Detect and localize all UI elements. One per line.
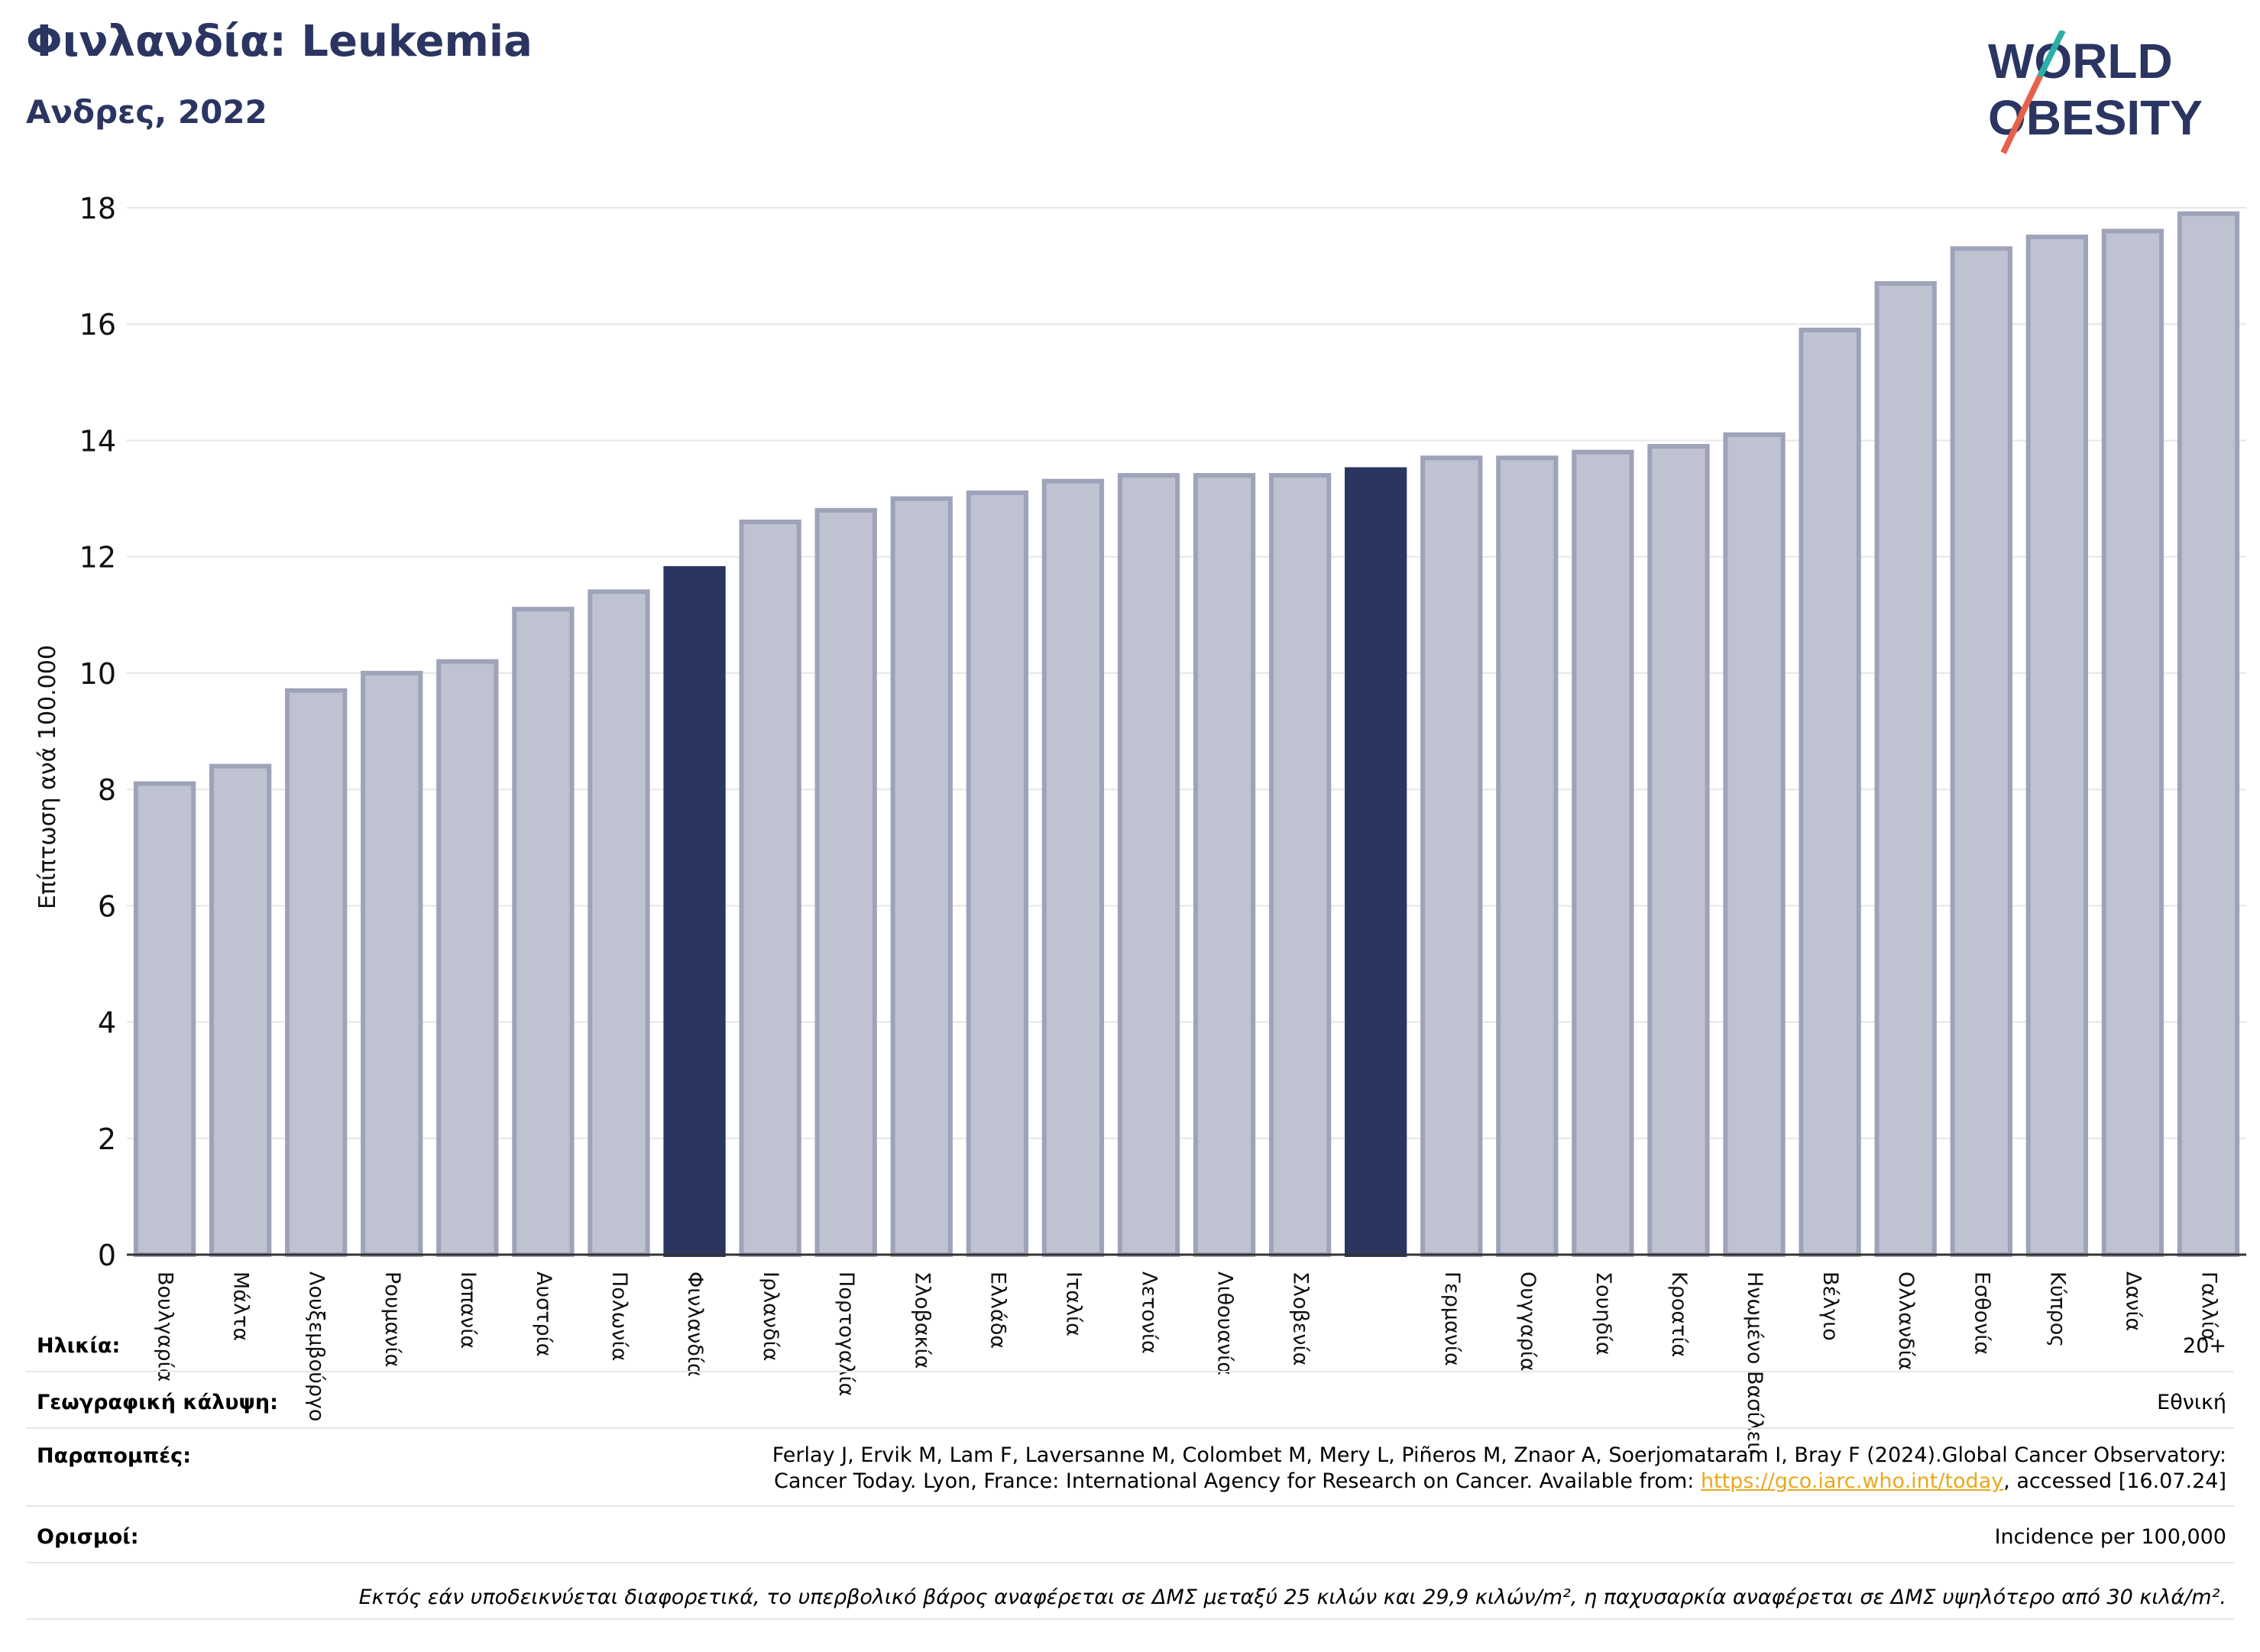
x-tick-label: Ουγγαρία bbox=[1516, 1271, 1540, 1372]
age-value: 20+ bbox=[2183, 1334, 2226, 1358]
bar bbox=[1874, 280, 1937, 1257]
bar bbox=[209, 763, 272, 1257]
y-tick-label: 18 bbox=[79, 192, 116, 225]
y-tick-label: 2 bbox=[98, 1122, 116, 1156]
x-tick-label: Ρουμανία bbox=[380, 1271, 404, 1367]
definitions-row: Ορισμοί: Incidence per 100,000 bbox=[26, 1507, 2234, 1563]
references-row: Παραπομπές: Ferlay J, Ervik M, Lam F, La… bbox=[26, 1429, 2234, 1507]
x-tick-label: Πορτογαλία bbox=[834, 1271, 858, 1396]
bar bbox=[1647, 444, 1710, 1257]
bar bbox=[1420, 455, 1483, 1257]
x-tick-label: Ισπανία bbox=[456, 1271, 480, 1349]
y-tick-label: 0 bbox=[98, 1239, 116, 1272]
logo-slash-teal bbox=[2037, 31, 2066, 78]
x-tick-label: Λετονία bbox=[1137, 1271, 1161, 1354]
x-tick-label: Κροατία bbox=[1667, 1271, 1691, 1357]
logo-slash-coral bbox=[2000, 75, 2043, 154]
x-tick-label: Ιταλία bbox=[1061, 1271, 1085, 1336]
references-text: Ferlay J, Ervik M, Lam F, Laversanne M, … bbox=[772, 1443, 2226, 1495]
x-tick-label: Σλοβενία bbox=[1289, 1271, 1313, 1365]
y-tick-label: 14 bbox=[79, 424, 116, 458]
y-tick-label: 10 bbox=[79, 657, 116, 691]
logo-line-2: OBESITY bbox=[1988, 90, 2203, 145]
y-tick-label: 6 bbox=[98, 889, 116, 923]
x-tick-label: Ελλάδα bbox=[986, 1271, 1009, 1349]
bar bbox=[1799, 327, 1861, 1257]
x-tick-label: Εσθονία bbox=[1970, 1271, 1993, 1355]
x-tick-label: Βέλγιο bbox=[1818, 1271, 1842, 1341]
bar bbox=[814, 507, 877, 1257]
bar bbox=[1723, 432, 1786, 1257]
bar bbox=[2025, 235, 2088, 1257]
y-tick-label: 4 bbox=[98, 1006, 116, 1040]
references-label: Παραπομπές: bbox=[37, 1444, 191, 1468]
definitions-label: Ορισμοί: bbox=[37, 1525, 139, 1549]
x-tick-label: Μάλτα bbox=[229, 1271, 253, 1341]
references-line-1: Ferlay J, Ervik M, Lam F, Laversanne M, … bbox=[772, 1443, 2226, 1467]
bar bbox=[966, 490, 1028, 1257]
y-axis-label: Επίπτωση ανά 100.000 bbox=[34, 645, 61, 909]
bar bbox=[436, 659, 499, 1257]
references-line-2: Cancer Today. Lyon, France: Internationa… bbox=[772, 1469, 2226, 1495]
x-tick-label: Δανία bbox=[2121, 1271, 2145, 1331]
bar bbox=[588, 589, 650, 1257]
page-subtitle: Ανδρες, 2022 bbox=[26, 93, 267, 131]
references-link[interactable]: https://gco.iarc.who.int/today bbox=[1700, 1469, 2004, 1493]
logo-line-1: WORLD bbox=[1988, 34, 2173, 89]
bar bbox=[1117, 473, 1180, 1257]
bar bbox=[890, 496, 953, 1257]
x-tick-label: Ολλανδία bbox=[1894, 1271, 1918, 1371]
x-tick-label: Ηνωμένο Βασίλειο bbox=[1743, 1271, 1766, 1452]
coverage-label: Γεωγραφική κάλυψη: bbox=[37, 1391, 278, 1414]
bar bbox=[663, 565, 726, 1257]
coverage-value: Εθνική bbox=[2157, 1391, 2226, 1414]
bar bbox=[2101, 228, 2164, 1257]
x-tick-label: Γαλλία bbox=[2197, 1271, 2220, 1342]
bar bbox=[1193, 473, 1256, 1257]
coverage-row: Γεωγραφική κάλυψη: Εθνική bbox=[26, 1372, 2234, 1429]
bar bbox=[1572, 449, 1634, 1258]
bar bbox=[1950, 246, 2012, 1257]
bar bbox=[2177, 211, 2240, 1258]
x-tick-label: Βουλγαρία bbox=[154, 1271, 177, 1382]
world-obesity-logo: WORLD OBESITY bbox=[1988, 31, 2203, 154]
x-tick-label: Γερμανία bbox=[1440, 1271, 1464, 1366]
bar bbox=[1496, 455, 1559, 1257]
bar-chart: 0 2 4 6 8 10 12 14 16 18 Επίπτωση ανά 100.000 Βουλγ… bbox=[34, 192, 2246, 1452]
x-tick-label: Σουηδία bbox=[1591, 1271, 1615, 1356]
x-tick-label: Σλοβακία bbox=[910, 1271, 934, 1369]
footer-divider bbox=[26, 1618, 2234, 1620]
footnote: Εκτός εάν υποδεικνύεται διαφορετικά, το … bbox=[358, 1586, 2226, 1609]
x-tick-label: Φινλανδία bbox=[683, 1271, 707, 1377]
bar bbox=[1041, 478, 1105, 1257]
x-tick-label: Πολωνία bbox=[607, 1271, 631, 1361]
x-tick-label: Λιθουανία bbox=[1213, 1271, 1237, 1375]
age-row: Ηλικία: 20+ bbox=[26, 1316, 2234, 1372]
bar bbox=[1268, 473, 1332, 1257]
y-tick-label: 16 bbox=[79, 308, 116, 342]
x-tick-label: Ιρλανδία bbox=[759, 1271, 782, 1361]
x-tick-label: Λουξεμβούργο bbox=[305, 1271, 329, 1421]
y-tick-label: 8 bbox=[98, 773, 116, 807]
references-accessed: , accessed [16.07.24] bbox=[2003, 1469, 2226, 1493]
references-line-2-text: Cancer Today. Lyon, France: Internationa… bbox=[774, 1469, 1701, 1493]
bar bbox=[133, 781, 196, 1257]
bar bbox=[361, 670, 423, 1257]
y-tick-label: 12 bbox=[79, 541, 116, 575]
bar bbox=[285, 688, 348, 1257]
definitions-value: Incidence per 100,000 bbox=[1994, 1525, 2226, 1549]
x-tick-label: Αυστρία bbox=[532, 1271, 555, 1357]
bar bbox=[739, 520, 801, 1257]
bar bbox=[1345, 467, 1407, 1257]
bar bbox=[512, 607, 575, 1257]
page-title: Φινλανδία: Leukemia bbox=[26, 17, 533, 66]
age-label: Ηλικία: bbox=[37, 1334, 121, 1358]
x-tick-label: Κύπρος bbox=[2045, 1271, 2069, 1347]
